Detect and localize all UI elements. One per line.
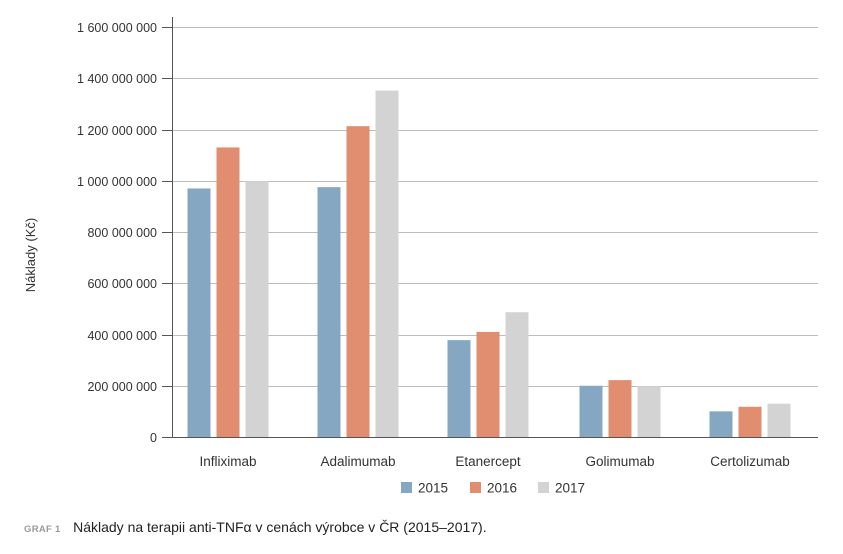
legend: 2015 2016 2017 <box>401 481 585 496</box>
legend-label-2015: 2015 <box>418 481 448 496</box>
caption-text: Náklady na terapii anti-TNFα v cenách vý… <box>73 519 487 535</box>
x-category-label: Infliximab <box>199 454 256 469</box>
bar-2017-adalimumab <box>375 90 399 438</box>
legend-swatch-2016 <box>470 482 481 493</box>
bar-2017-certolizumab <box>767 403 791 437</box>
bar-2015-golimumab <box>579 385 603 437</box>
bar-2015-certolizumab <box>709 411 733 437</box>
y-tick-label: 600 000 000 <box>87 277 157 291</box>
legend-swatch-2015 <box>401 482 412 493</box>
y-tick-label: 0 <box>150 431 157 445</box>
x-category-label: Certolizumab <box>710 454 790 469</box>
bar-2017-infliximab <box>245 181 269 437</box>
bar-2016-adalimumab <box>346 126 370 437</box>
x-category-label: Etanercept <box>455 454 521 469</box>
y-tick-label: 200 000 000 <box>87 380 157 394</box>
gridlines <box>172 27 818 387</box>
bar-2017-golimumab <box>637 386 661 437</box>
y-tick-label: 1 600 000 000 <box>77 21 157 35</box>
y-axis-tick-labels: 0 200 000 000 400 000 000 600 000 000 800 00… <box>77 21 172 445</box>
bar-2015-adalimumab <box>317 187 341 437</box>
bar-chart: 0 200 000 000 400 000 000 600 000 000 800 00… <box>23 17 818 496</box>
bar-2016-infliximab <box>216 147 240 437</box>
bar-2016-certolizumab <box>738 406 762 437</box>
caption-prefix: GRAF 1 <box>24 524 61 535</box>
bar-2017-etanercept <box>505 312 529 437</box>
bar-2015-etanercept <box>447 340 471 437</box>
legend-swatch-2017 <box>538 482 549 493</box>
bar-2016-golimumab <box>608 380 632 437</box>
bar-2016-etanercept <box>476 331 500 437</box>
y-tick-label: 800 000 000 <box>87 226 157 240</box>
bars <box>187 90 791 438</box>
x-category-label: Golimumab <box>585 454 654 469</box>
x-axis-category-labels: Infliximab Adalimumab Etanercept Golimumab C… <box>199 454 789 469</box>
legend-label-2016: 2016 <box>487 481 517 496</box>
y-tick-label: 400 000 000 <box>87 329 157 343</box>
x-category-label: Adalimumab <box>320 454 395 469</box>
y-tick-label: 1 200 000 000 <box>77 124 157 138</box>
figure-caption: GRAF 1 Náklady na terapii anti-TNFα v ce… <box>24 519 487 537</box>
bar-2015-infliximab <box>187 188 211 437</box>
axes <box>172 17 818 438</box>
y-tick-label: 1 000 000 000 <box>77 175 157 189</box>
y-tick-label: 1 400 000 000 <box>77 72 157 86</box>
legend-label-2017: 2017 <box>555 481 585 496</box>
y-axis-title: Náklady (Kč) <box>23 218 38 292</box>
